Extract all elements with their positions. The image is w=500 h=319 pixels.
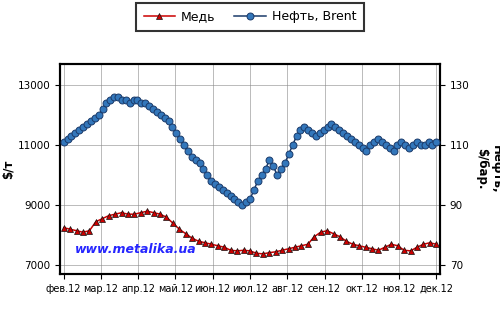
Нефть, Brent [60,140,66,144]
Медь [260,252,266,256]
Нефть, Brent [239,203,245,207]
Y-axis label: Медь,
$/т: Медь, $/т [0,148,15,190]
Text: www.metalika.ua: www.metalika.ua [75,243,197,256]
Нефть, Brent [282,161,288,165]
Нефть, Brent [356,143,362,147]
Медь [74,229,80,233]
Медь [344,239,349,243]
Y-axis label: Нефть,
$/бар.: Нефть, $/бар. [475,145,500,193]
Нефть, Brent [255,179,261,183]
Медь [434,242,440,246]
Медь [60,226,66,230]
Line: Нефть, Brent: Нефть, Brent [60,93,440,209]
Медь [144,209,150,213]
Нефть, Brent [434,140,440,144]
Медь [266,251,272,255]
Медь [100,217,105,221]
Нефть, Brent [72,131,78,135]
Нефть, Brent [88,119,94,123]
Legend: Медь, Нефть, Brent: Медь, Нефть, Brent [136,3,364,31]
Медь [164,215,170,219]
Медь [118,211,124,215]
Line: Медь: Медь [60,208,440,257]
Нефть, Brent [162,116,168,120]
Нефть, Brent [111,95,117,99]
